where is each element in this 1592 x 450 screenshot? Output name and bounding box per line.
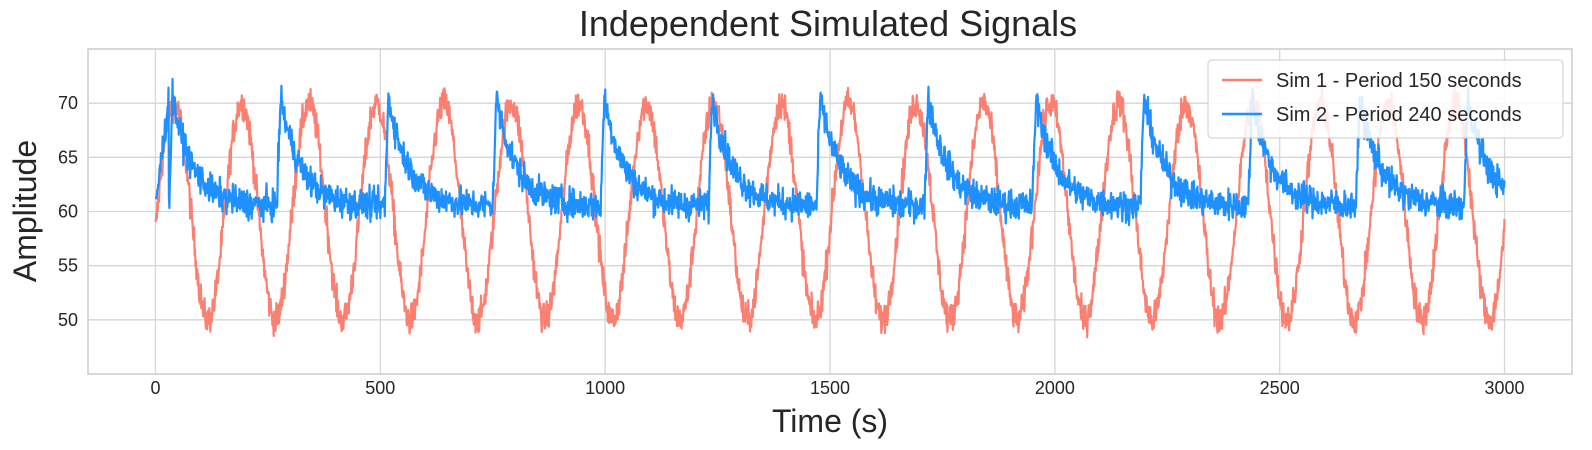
y-tick-label: 60 (58, 202, 78, 222)
legend-label-1: Sim 1 - Period 150 seconds (1276, 70, 1522, 92)
y-axis-title: Amplitude (7, 140, 43, 282)
x-axis-ticks: 0 500 1000 1500 2000 2500 3000 (150, 378, 1524, 398)
legend: Sim 1 - Period 150 seconds Sim 2 - Period… (1207, 59, 1564, 139)
x-tick-label: 2000 (1035, 378, 1075, 398)
x-axis-title: Time (s) (772, 403, 888, 439)
y-tick-label: 70 (58, 93, 78, 113)
x-tick-label: 500 (365, 378, 395, 398)
series-line-2 (154, 77, 1506, 227)
y-tick-label: 50 (58, 310, 78, 330)
x-tick-label: 1000 (585, 378, 625, 398)
x-tick-label: 1500 (810, 378, 850, 398)
x-tick-label: 0 (150, 378, 160, 398)
y-tick-label: 55 (58, 256, 78, 276)
x-tick-label: 2500 (1260, 378, 1300, 398)
legend-box (1207, 59, 1564, 139)
series-layer (154, 77, 1506, 339)
y-tick-label: 65 (58, 147, 78, 167)
legend-label-2: Sim 2 - Period 240 seconds (1276, 104, 1522, 126)
series-line-1 (154, 85, 1506, 339)
chart-title: Independent Simulated Signals (579, 3, 1077, 44)
x-tick-label: 3000 (1485, 378, 1525, 398)
y-axis-ticks: 50 55 60 65 70 (58, 93, 78, 330)
